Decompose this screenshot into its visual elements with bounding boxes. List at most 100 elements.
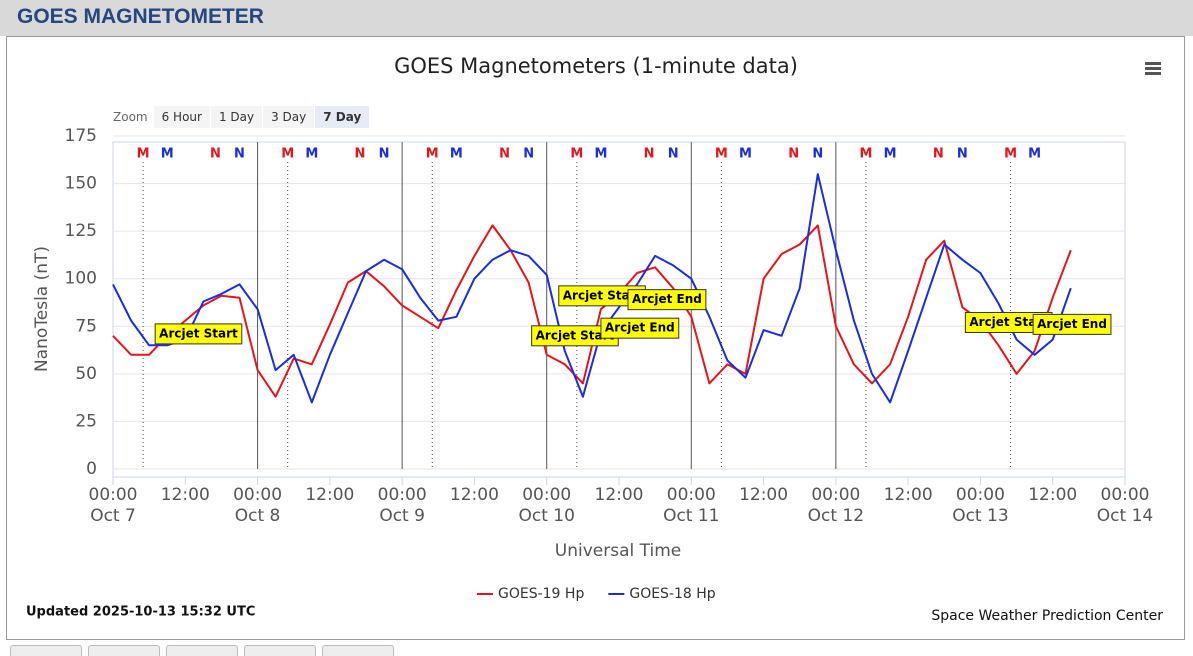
- credits[interactable]: Space Weather Prediction Center: [931, 608, 1163, 624]
- x-tick-label: 12:00: [305, 485, 354, 505]
- x-tick-label: 12:00: [161, 485, 210, 505]
- marker-label: M: [161, 147, 174, 162]
- marker-label: N: [644, 147, 655, 162]
- x-tick-label: 00:00: [956, 485, 1005, 505]
- annotation-label: Arcjet End: [1037, 317, 1107, 331]
- y-tick-label: 125: [65, 221, 97, 241]
- marker-label: N: [957, 147, 968, 162]
- legend-label[interactable]: GOES-18 Hp: [629, 586, 715, 602]
- x-tick-label: 12:00: [884, 485, 933, 505]
- marker-label: M: [1028, 147, 1041, 162]
- annotation: Arcjet Start: [531, 325, 619, 347]
- header-bar: GOES MAGNETOMETER: [0, 0, 1193, 36]
- tabs: [10, 645, 400, 656]
- marker-label: M: [860, 147, 873, 162]
- zoom-label: Zoom: [113, 110, 148, 124]
- zoom-button[interactable]: 6 Hour: [153, 106, 210, 128]
- x-axis-title: Universal Time: [555, 541, 681, 561]
- x-tick-date: Oct 8: [235, 506, 281, 526]
- marker-label: M: [137, 147, 150, 162]
- annotation-label: Arcjet Start: [969, 315, 1048, 329]
- x-tick-label: 00:00: [1101, 485, 1150, 505]
- x-tick-label: 00:00: [811, 485, 860, 505]
- y-tick-label: 150: [65, 174, 97, 194]
- tab[interactable]: [88, 645, 160, 656]
- x-tick-date: Oct 9: [379, 506, 425, 526]
- x-tick-label: 00:00: [89, 485, 138, 505]
- y-tick-label: 75: [75, 316, 97, 336]
- x-tick-label: 12:00: [595, 485, 644, 505]
- annotation-box: [600, 317, 680, 339]
- annotation-label: Arcjet End: [632, 292, 702, 306]
- annotation-box: [1032, 313, 1112, 335]
- x-tick-date: Oct 14: [1097, 506, 1153, 526]
- marker-label: N: [668, 147, 679, 162]
- plot-border: [112, 141, 1126, 478]
- zoom-bar: Zoom 6 Hour 1 Day 3 Day 7 Day: [113, 105, 370, 129]
- y-axis-title: NanoTesla (nT): [32, 246, 52, 372]
- y-tick-label: 175: [65, 126, 97, 146]
- marker-label: M: [739, 147, 752, 162]
- zoom-button[interactable]: 3 Day: [263, 106, 315, 128]
- annotation-label: Arcjet End: [605, 321, 675, 335]
- x-tick-label: 00:00: [522, 485, 571, 505]
- annotation-box: [627, 289, 707, 311]
- annotation-label: Arcjet Start: [159, 326, 238, 340]
- annotation: Arcjet End: [600, 317, 680, 339]
- zoom-button[interactable]: 7 Day: [315, 106, 370, 128]
- y-tick-label: 25: [75, 411, 97, 431]
- chart-title: GOES Magnetometers (1-minute data): [394, 54, 798, 78]
- updated-text: Updated 2025-10-13 15:32 UTC: [26, 605, 255, 620]
- marker-label: M: [570, 147, 583, 162]
- marker-label: N: [788, 147, 799, 162]
- marker-label: M: [594, 147, 607, 162]
- marker-label: N: [210, 147, 221, 162]
- marker-label: N: [933, 147, 944, 162]
- zoom-button[interactable]: 1 Day: [210, 106, 263, 128]
- marker-label: N: [355, 147, 366, 162]
- y-tick-label: 50: [75, 364, 97, 384]
- x-tick-date: Oct 12: [808, 506, 864, 526]
- marker-label: M: [450, 147, 463, 162]
- series-line: [112, 173, 1072, 404]
- tab[interactable]: [10, 645, 82, 656]
- x-tick-date: Oct 11: [663, 506, 719, 526]
- x-tick-label: 00:00: [233, 485, 282, 505]
- marker-label: N: [379, 147, 390, 162]
- x-tick-date: Oct 13: [952, 506, 1008, 526]
- annotation: Arcjet Start: [558, 285, 646, 307]
- tab[interactable]: [322, 645, 394, 656]
- tab[interactable]: [166, 645, 238, 656]
- marker-label: N: [234, 147, 245, 162]
- menu-icon[interactable]: [1145, 62, 1161, 75]
- marker-label: M: [281, 147, 294, 162]
- x-tick-label: 12:00: [450, 485, 499, 505]
- x-tick-date: Oct 7: [90, 506, 136, 526]
- legend-label[interactable]: GOES-19 Hp: [498, 586, 584, 602]
- x-tick-date: Oct 10: [518, 506, 574, 526]
- annotation-box: [154, 323, 243, 345]
- marker-label: M: [1004, 147, 1017, 162]
- y-tick-label: 100: [65, 269, 97, 289]
- marker-label: M: [305, 147, 318, 162]
- annotation-label: Arcjet Start: [563, 288, 642, 302]
- y-tick-label: 0: [86, 459, 97, 479]
- annotation: Arcjet End: [1032, 313, 1112, 335]
- marker-label: N: [812, 147, 823, 162]
- marker-label: N: [523, 147, 534, 162]
- marker-label: M: [884, 147, 897, 162]
- x-tick-label: 12:00: [739, 485, 788, 505]
- x-tick-label: 12:00: [1028, 485, 1077, 505]
- header-title: GOES MAGNETOMETER: [17, 5, 264, 28]
- x-tick-label: 00:00: [378, 485, 427, 505]
- annotation: Arcjet End: [627, 289, 707, 311]
- marker-label: M: [426, 147, 439, 162]
- marker-label: M: [715, 147, 728, 162]
- annotation-label: Arcjet Start: [536, 328, 615, 342]
- x-tick-label: 00:00: [667, 485, 716, 505]
- tab[interactable]: [244, 645, 316, 656]
- series-line: [112, 224, 1072, 398]
- annotation: Arcjet Start: [964, 311, 1053, 333]
